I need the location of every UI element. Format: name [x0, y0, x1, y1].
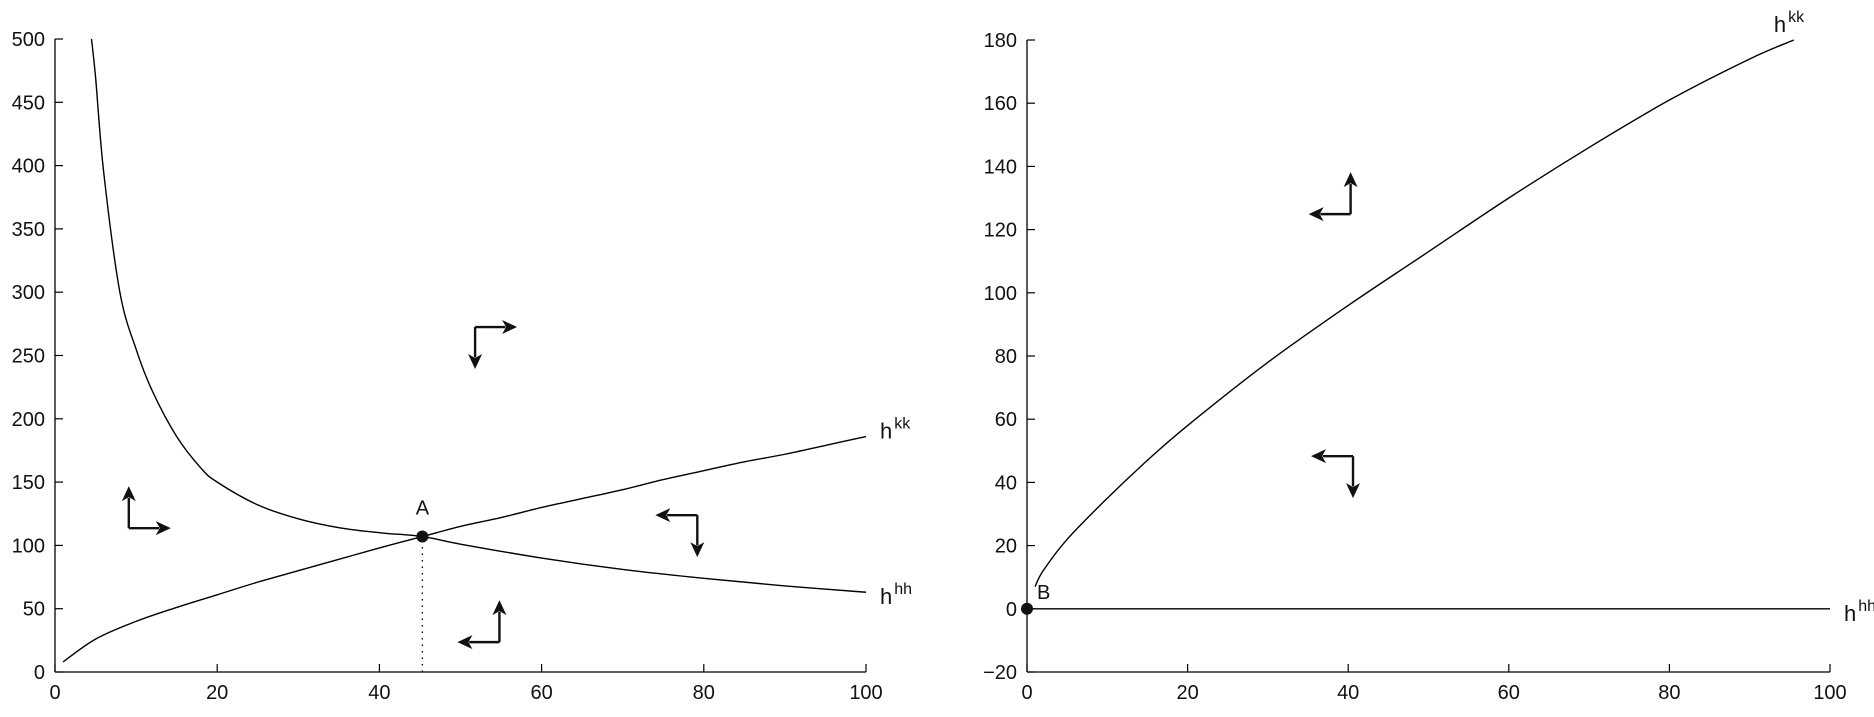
y-tick-label: 180: [984, 30, 1017, 52]
y-tick-label: 200: [12, 409, 45, 431]
y-tick-label: 20: [995, 536, 1017, 558]
left-panel: 0 20 40 60 80 100 0 50 100 150 200 250 300 350 400 450 5…: [12, 29, 912, 704]
y-tick-label: 50: [23, 599, 45, 621]
h-kk-curve: [62, 435, 867, 663]
x-tick-label: 100: [1813, 682, 1846, 704]
y-tick-label: 60: [995, 409, 1017, 431]
right-panel: 0 20 40 60 80 100−20020406080100120140160180h…: [983, 9, 1874, 704]
y-tick-label: 400: [12, 156, 45, 178]
point-b-label: B: [1037, 582, 1050, 604]
phase-arrow: [1308, 172, 1358, 222]
x-tick-label: 20: [206, 682, 228, 704]
y-tick-label: 0: [1006, 599, 1017, 621]
h-kk-label: h kk: [1774, 9, 1805, 37]
y-tick-label: −20: [983, 662, 1017, 684]
phase-arrow: [655, 508, 705, 558]
phase-arrow: [457, 600, 507, 650]
h-hh-label: h hh: [880, 581, 912, 609]
point-b: [1021, 602, 1033, 615]
arrow-head-up: [1343, 172, 1358, 188]
phase-arrow: [468, 320, 518, 370]
y-tick-label: 0: [34, 662, 45, 684]
arrow-head-left: [1311, 449, 1327, 464]
arrow-head-right: [155, 521, 171, 536]
y-tick-label: 150: [12, 472, 45, 494]
point-a: [416, 530, 429, 543]
y-tick-label: 80: [995, 346, 1017, 368]
x-tick-label: 60: [530, 682, 552, 704]
y-tick-label: 450: [12, 92, 45, 114]
y-tick-label: 40: [995, 472, 1017, 494]
y-tick-label: 300: [12, 282, 45, 304]
arrow-head-right: [502, 320, 518, 335]
y-tick-label: 120: [984, 220, 1017, 242]
x-tick-label: 80: [1658, 682, 1680, 704]
x-tick-label: 20: [1176, 682, 1198, 704]
x-tick-label: 40: [1337, 682, 1359, 704]
h-hh-label: h hh: [1844, 598, 1874, 626]
h-kk-label: h kk: [880, 416, 911, 444]
phase-arrow: [1311, 449, 1361, 499]
h-hh-curve: [90, 38, 867, 593]
arrow-head-up: [492, 600, 507, 616]
arrow-head-left: [655, 508, 671, 523]
x-tick-label: 40: [368, 682, 390, 704]
h-kk-curve: [1034, 39, 1795, 587]
arrow-head-down: [1346, 483, 1361, 499]
arrow-head-down: [690, 542, 705, 558]
y-tick-label: 100: [984, 283, 1017, 305]
y-tick-label: 500: [12, 29, 45, 51]
arrow-head-up: [121, 486, 136, 502]
point-a-label: A: [416, 498, 430, 520]
x-tick-label: 0: [49, 682, 60, 704]
y-tick-label: 160: [984, 93, 1017, 115]
x-tick-label: 60: [1498, 682, 1520, 704]
y-tick-label: 140: [984, 156, 1017, 178]
x-tick-label: 80: [693, 682, 715, 704]
arrow-head-down: [468, 354, 483, 370]
arrow-head-left: [457, 635, 473, 650]
x-tick-label: 100: [849, 682, 882, 704]
y-tick-label: 100: [12, 535, 45, 557]
y-tick-label: 350: [12, 219, 45, 241]
arrow-head-left: [1308, 207, 1324, 222]
x-tick-label: 0: [1021, 682, 1032, 704]
phase-arrow: [121, 486, 171, 536]
y-tick-label: 250: [12, 346, 45, 368]
